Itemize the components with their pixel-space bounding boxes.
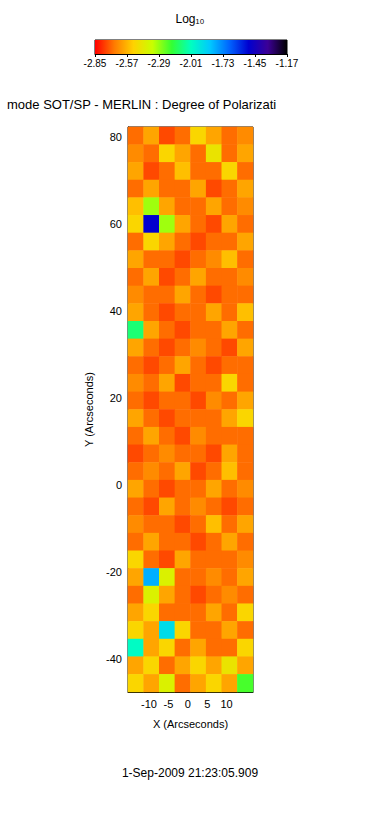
svg-text:-2.57: -2.57 bbox=[116, 58, 139, 69]
svg-text:-1.73: -1.73 bbox=[212, 58, 235, 69]
svg-text:0: 0 bbox=[185, 698, 191, 710]
svg-text:20: 20 bbox=[110, 392, 122, 404]
svg-text:-1.17: -1.17 bbox=[276, 58, 299, 69]
svg-text:-10: -10 bbox=[141, 698, 157, 710]
svg-text:40: 40 bbox=[110, 305, 122, 317]
svg-text:60: 60 bbox=[110, 218, 122, 230]
svg-text:10: 10 bbox=[220, 698, 232, 710]
svg-text:-2.29: -2.29 bbox=[148, 58, 171, 69]
svg-text:mode SOT/SP - MERLIN : Degree: mode SOT/SP - MERLIN : Degree of Polariz… bbox=[7, 97, 276, 112]
svg-text:Log₁₀: Log₁₀ bbox=[175, 12, 204, 26]
svg-text:-1.45: -1.45 bbox=[244, 58, 267, 69]
svg-text:-5: -5 bbox=[163, 698, 173, 710]
svg-text:-2.85: -2.85 bbox=[84, 58, 107, 69]
svg-text:5: 5 bbox=[204, 698, 210, 710]
svg-text:-2.01: -2.01 bbox=[180, 58, 203, 69]
svg-text:1-Sep-2009 21:23:05.909: 1-Sep-2009 21:23:05.909 bbox=[122, 766, 258, 780]
svg-text:Y (Arcseconds): Y (Arcseconds) bbox=[83, 372, 95, 447]
svg-text:80: 80 bbox=[110, 131, 122, 143]
svg-text:-40: -40 bbox=[106, 653, 122, 665]
svg-text:0: 0 bbox=[116, 479, 122, 491]
svg-text:-20: -20 bbox=[106, 566, 122, 578]
svg-text:X (Arcseconds): X (Arcseconds) bbox=[153, 718, 228, 730]
